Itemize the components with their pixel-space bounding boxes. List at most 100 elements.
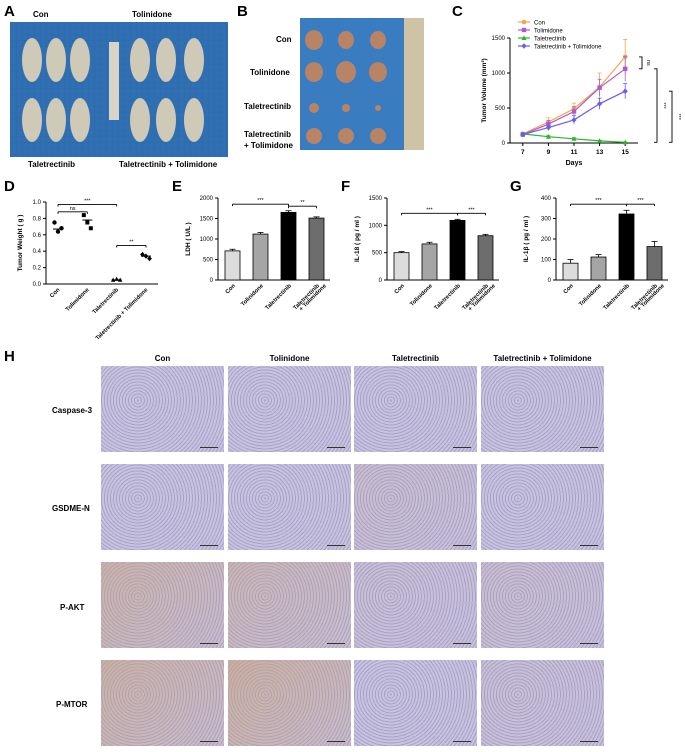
y-axis-title: IL-18 ( pg / ml ) <box>354 216 361 262</box>
y-tick-label: 0.0 <box>33 282 42 288</box>
data-point <box>140 251 145 258</box>
y-tick-label: 1.0 <box>33 200 42 206</box>
bar <box>590 256 607 281</box>
tumor-label-taletrectinib: Taletrectinib <box>244 102 291 111</box>
tumor-label-combo-1: Taletrectinib <box>244 130 291 139</box>
bar <box>646 246 663 281</box>
bar <box>224 250 241 281</box>
data-point <box>597 85 602 90</box>
ihc-tile <box>228 366 351 452</box>
scale-bar <box>200 545 218 546</box>
sig-bracket-2 <box>669 90 673 143</box>
data-point <box>622 88 628 94</box>
x-tick-label: 13 <box>596 149 604 156</box>
y-tick-label: 100 <box>541 258 552 264</box>
x-tick-label: Taletrectinib <box>603 283 632 312</box>
y-tick-label: 1000 <box>369 223 383 229</box>
bar <box>393 252 410 281</box>
scale-bar <box>327 741 345 742</box>
series-line <box>522 68 626 136</box>
y-tick-label: 1000 <box>200 237 214 243</box>
data-point <box>521 35 527 40</box>
y-tick-label: 0.8 <box>33 216 42 222</box>
y-tick-label: 0 <box>210 278 214 284</box>
y-axis-title: LDH ( U/L ) <box>185 222 192 255</box>
tumor-photo <box>300 18 424 150</box>
data-point <box>622 139 628 145</box>
x-tick-label: Tolinidone <box>578 283 603 308</box>
tumor-volume-chart: 0 500 1000 1500 7 9 11 13 15 Days Tumor Volume (mm… <box>481 19 681 167</box>
scale-bar <box>580 545 598 546</box>
bar <box>618 213 635 281</box>
y-tick-label: 0 <box>548 278 552 284</box>
x-tick-label: Con <box>49 287 62 300</box>
x-tick-label: Tolinidone <box>240 283 265 308</box>
legend-label: Tolimidone <box>534 29 563 35</box>
data-point <box>571 136 577 141</box>
sig-bracket-ns-label: ns <box>70 206 76 212</box>
mice-photo <box>10 22 228 157</box>
sig-bracket-1-label: *** <box>84 198 91 204</box>
ihc-tile <box>101 366 224 452</box>
y-tick-label: 300 <box>541 217 552 223</box>
scale-bar <box>200 643 218 644</box>
y-tick-label: 1500 <box>200 217 214 223</box>
ihc-col-taletrectinib: Taletrectinib <box>392 354 439 363</box>
sig-bracket-1-label: *** <box>660 102 666 109</box>
data-point <box>571 109 577 114</box>
ihc-tile <box>354 366 477 452</box>
panel-letter-g: G <box>510 178 522 195</box>
scale-bar <box>200 447 218 448</box>
y-tick-label: 500 <box>495 106 506 112</box>
y-tick-label: 0 <box>379 278 383 284</box>
x-tick-label: 9 <box>547 149 551 156</box>
mice-label-con: Con <box>33 10 49 19</box>
ihc-tile <box>101 660 224 746</box>
ihc-col-combo: Taletrectinib + Tolimidone <box>493 354 592 363</box>
x-tick-label: 11 <box>571 149 578 156</box>
scale-bar <box>580 741 598 742</box>
data-point <box>521 19 527 25</box>
il18-chart: 0 500 1000 1500 IL-18 ( pg / ml ) Con Tolinido… <box>354 196 499 313</box>
scale-bar <box>580 447 598 448</box>
sig-bracket-ns <box>639 56 643 70</box>
scale-bar <box>327 643 345 644</box>
data-point <box>88 226 93 231</box>
scale-bar <box>327 545 345 546</box>
y-axis-title: Tumor Volume (mm³) <box>481 58 488 122</box>
y-tick-label: 0.6 <box>33 233 42 239</box>
data-point <box>546 121 551 127</box>
legend-label: Con <box>534 21 545 27</box>
sig-bracket-label: *** <box>595 198 602 204</box>
panel-letter-c: C <box>452 3 463 20</box>
data-point <box>81 213 86 218</box>
x-tick-label: Taletrectinib + Tolimidone <box>95 287 150 342</box>
bar <box>562 262 579 281</box>
y-tick-label: 500 <box>372 251 383 257</box>
y-tick-label: 1500 <box>492 36 506 42</box>
data-point <box>110 277 116 282</box>
ihc-tile <box>101 562 224 648</box>
ihc-row-gsdmen: GSDME-N <box>52 504 90 513</box>
ihc-tile <box>228 660 351 746</box>
sig-bracket-2-label: ** <box>129 239 134 245</box>
scale-bar <box>453 741 471 742</box>
data-point <box>597 138 603 143</box>
x-tick-label: 7 <box>521 149 525 156</box>
ihc-tile <box>354 660 477 746</box>
tumor-label-con: Con <box>276 35 292 44</box>
y-axis-title: Tumor Weight ( g ) <box>17 215 24 272</box>
legend-label: Taletrectinib + Tolimidone <box>534 45 602 51</box>
sig-bracket-1 <box>654 68 658 143</box>
data-point <box>59 226 64 231</box>
mice-label-taletrectinib: Taletrectinib <box>28 160 75 169</box>
scale-bar <box>580 643 598 644</box>
mice-label-combo: Taletrectinib + Tolimidone <box>119 160 218 169</box>
ihc-tile <box>354 464 477 550</box>
panel-letter-f: F <box>341 178 351 195</box>
y-axis-title: IL-1β ( pg / ml ) <box>523 216 530 262</box>
ihc-row-pakt: P-AKT <box>60 603 85 612</box>
x-axis-title: Days <box>566 160 583 167</box>
bar <box>421 243 438 281</box>
